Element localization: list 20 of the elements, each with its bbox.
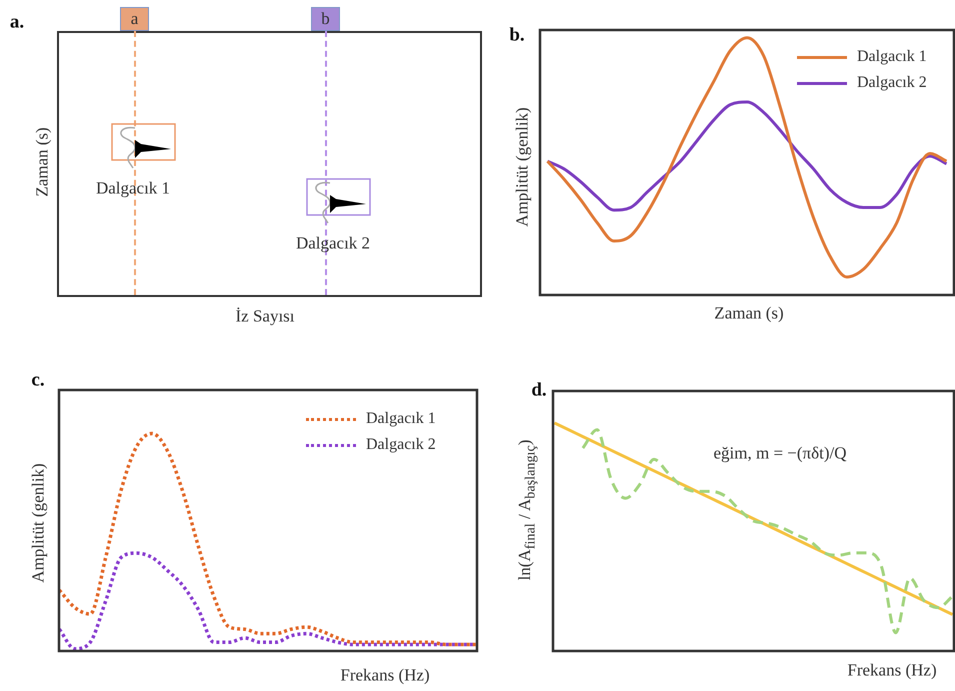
y-axis-title: Amplitüt (genlik) — [512, 107, 532, 227]
legend-label: Dalgacık 1 — [857, 48, 927, 66]
x-axis-title: Frekans (Hz) — [847, 660, 937, 680]
text: Dalgacık 1 — [96, 178, 170, 198]
y-axis-title: Amplitüt (genlik) — [28, 463, 48, 583]
label-tag: a — [120, 7, 149, 31]
text: Dalgacık 2 — [296, 234, 370, 252]
x-axis-title: Zaman (s) — [714, 304, 784, 322]
text: a. — [10, 12, 24, 32]
annotation: eğim, m = −(πδt)/Q — [713, 444, 847, 462]
legend-label: Dalgacık 1 — [366, 410, 436, 428]
x-axis-title: Frekans (Hz) — [340, 666, 430, 684]
label-tag: b — [311, 7, 340, 31]
text: Zaman (s) — [32, 127, 52, 197]
chart-title: c. — [31, 370, 45, 390]
legend-label: Dalgacık 2 — [857, 74, 927, 92]
chart-title: d. — [531, 380, 547, 400]
legend-label: Dalgacık 2 — [366, 436, 436, 454]
text: İz Sayısı — [235, 306, 295, 326]
chart-title: b. — [509, 24, 525, 46]
